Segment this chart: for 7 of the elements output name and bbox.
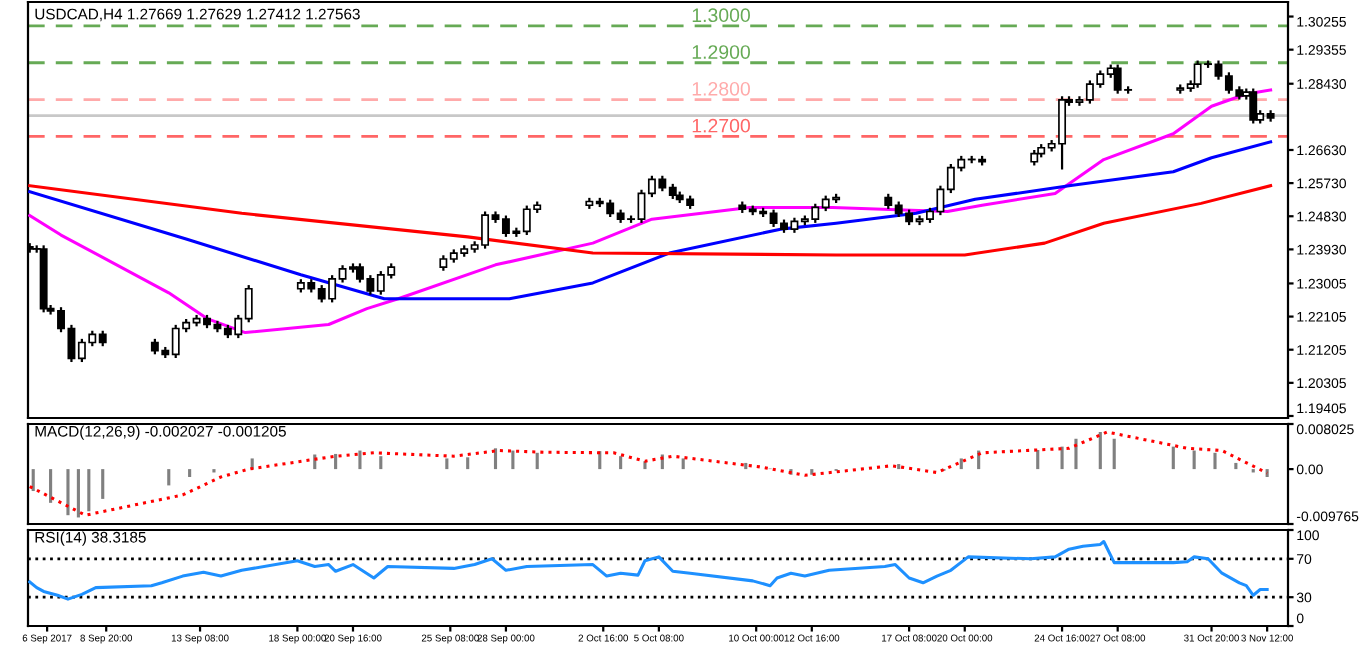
ref-line-label: 1.2900 (692, 45, 750, 59)
line-series (28, 140, 1273, 301)
ref-line-label: 1.3000 (692, 8, 750, 23)
line-series (28, 184, 1273, 257)
ref-line-label: 1.2700 (692, 118, 750, 133)
ref-line-label: 1.2800 (692, 81, 750, 96)
candlestick (1249, 87, 1258, 125)
